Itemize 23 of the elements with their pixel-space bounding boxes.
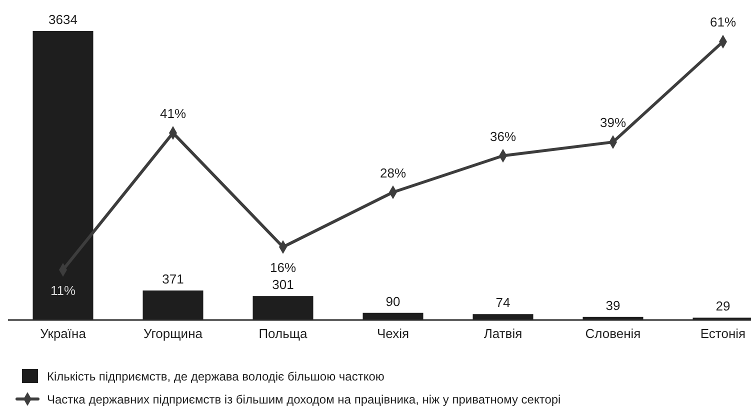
- data-label: 39%: [600, 115, 626, 130]
- x-tick-label: Польща: [258, 326, 308, 341]
- data-label: 371: [162, 271, 184, 286]
- data-label: 301: [272, 277, 294, 292]
- legend-label: Кількість підприємств, де держава володіє більшою часткою: [47, 370, 384, 384]
- data-label: 61%: [710, 14, 736, 30]
- data-label: 29: [716, 298, 730, 314]
- data-label: 74: [496, 295, 510, 310]
- x-tick-label: Словенія: [585, 326, 641, 341]
- data-label: 28%: [380, 165, 406, 180]
- x-tick-label: Україна: [40, 326, 87, 341]
- data-label: 16%: [270, 260, 296, 276]
- data-label: 3634: [48, 12, 78, 27]
- x-tick-label: Латвія: [484, 326, 522, 341]
- data-label: 36%: [490, 128, 516, 144]
- x-tick-label: Естонія: [700, 326, 746, 341]
- x-tick-label: Угорщина: [144, 326, 204, 341]
- legend-label: Частка державних підприємств із більшим доходом на працівника, ніж у приватному секторі: [47, 392, 561, 406]
- data-label: 41%: [160, 106, 186, 121]
- data-label: 11%: [50, 282, 76, 298]
- data-label: 39: [606, 298, 620, 313]
- x-tick-label: Чехія: [376, 326, 410, 341]
- data-label: 90: [386, 294, 400, 309]
